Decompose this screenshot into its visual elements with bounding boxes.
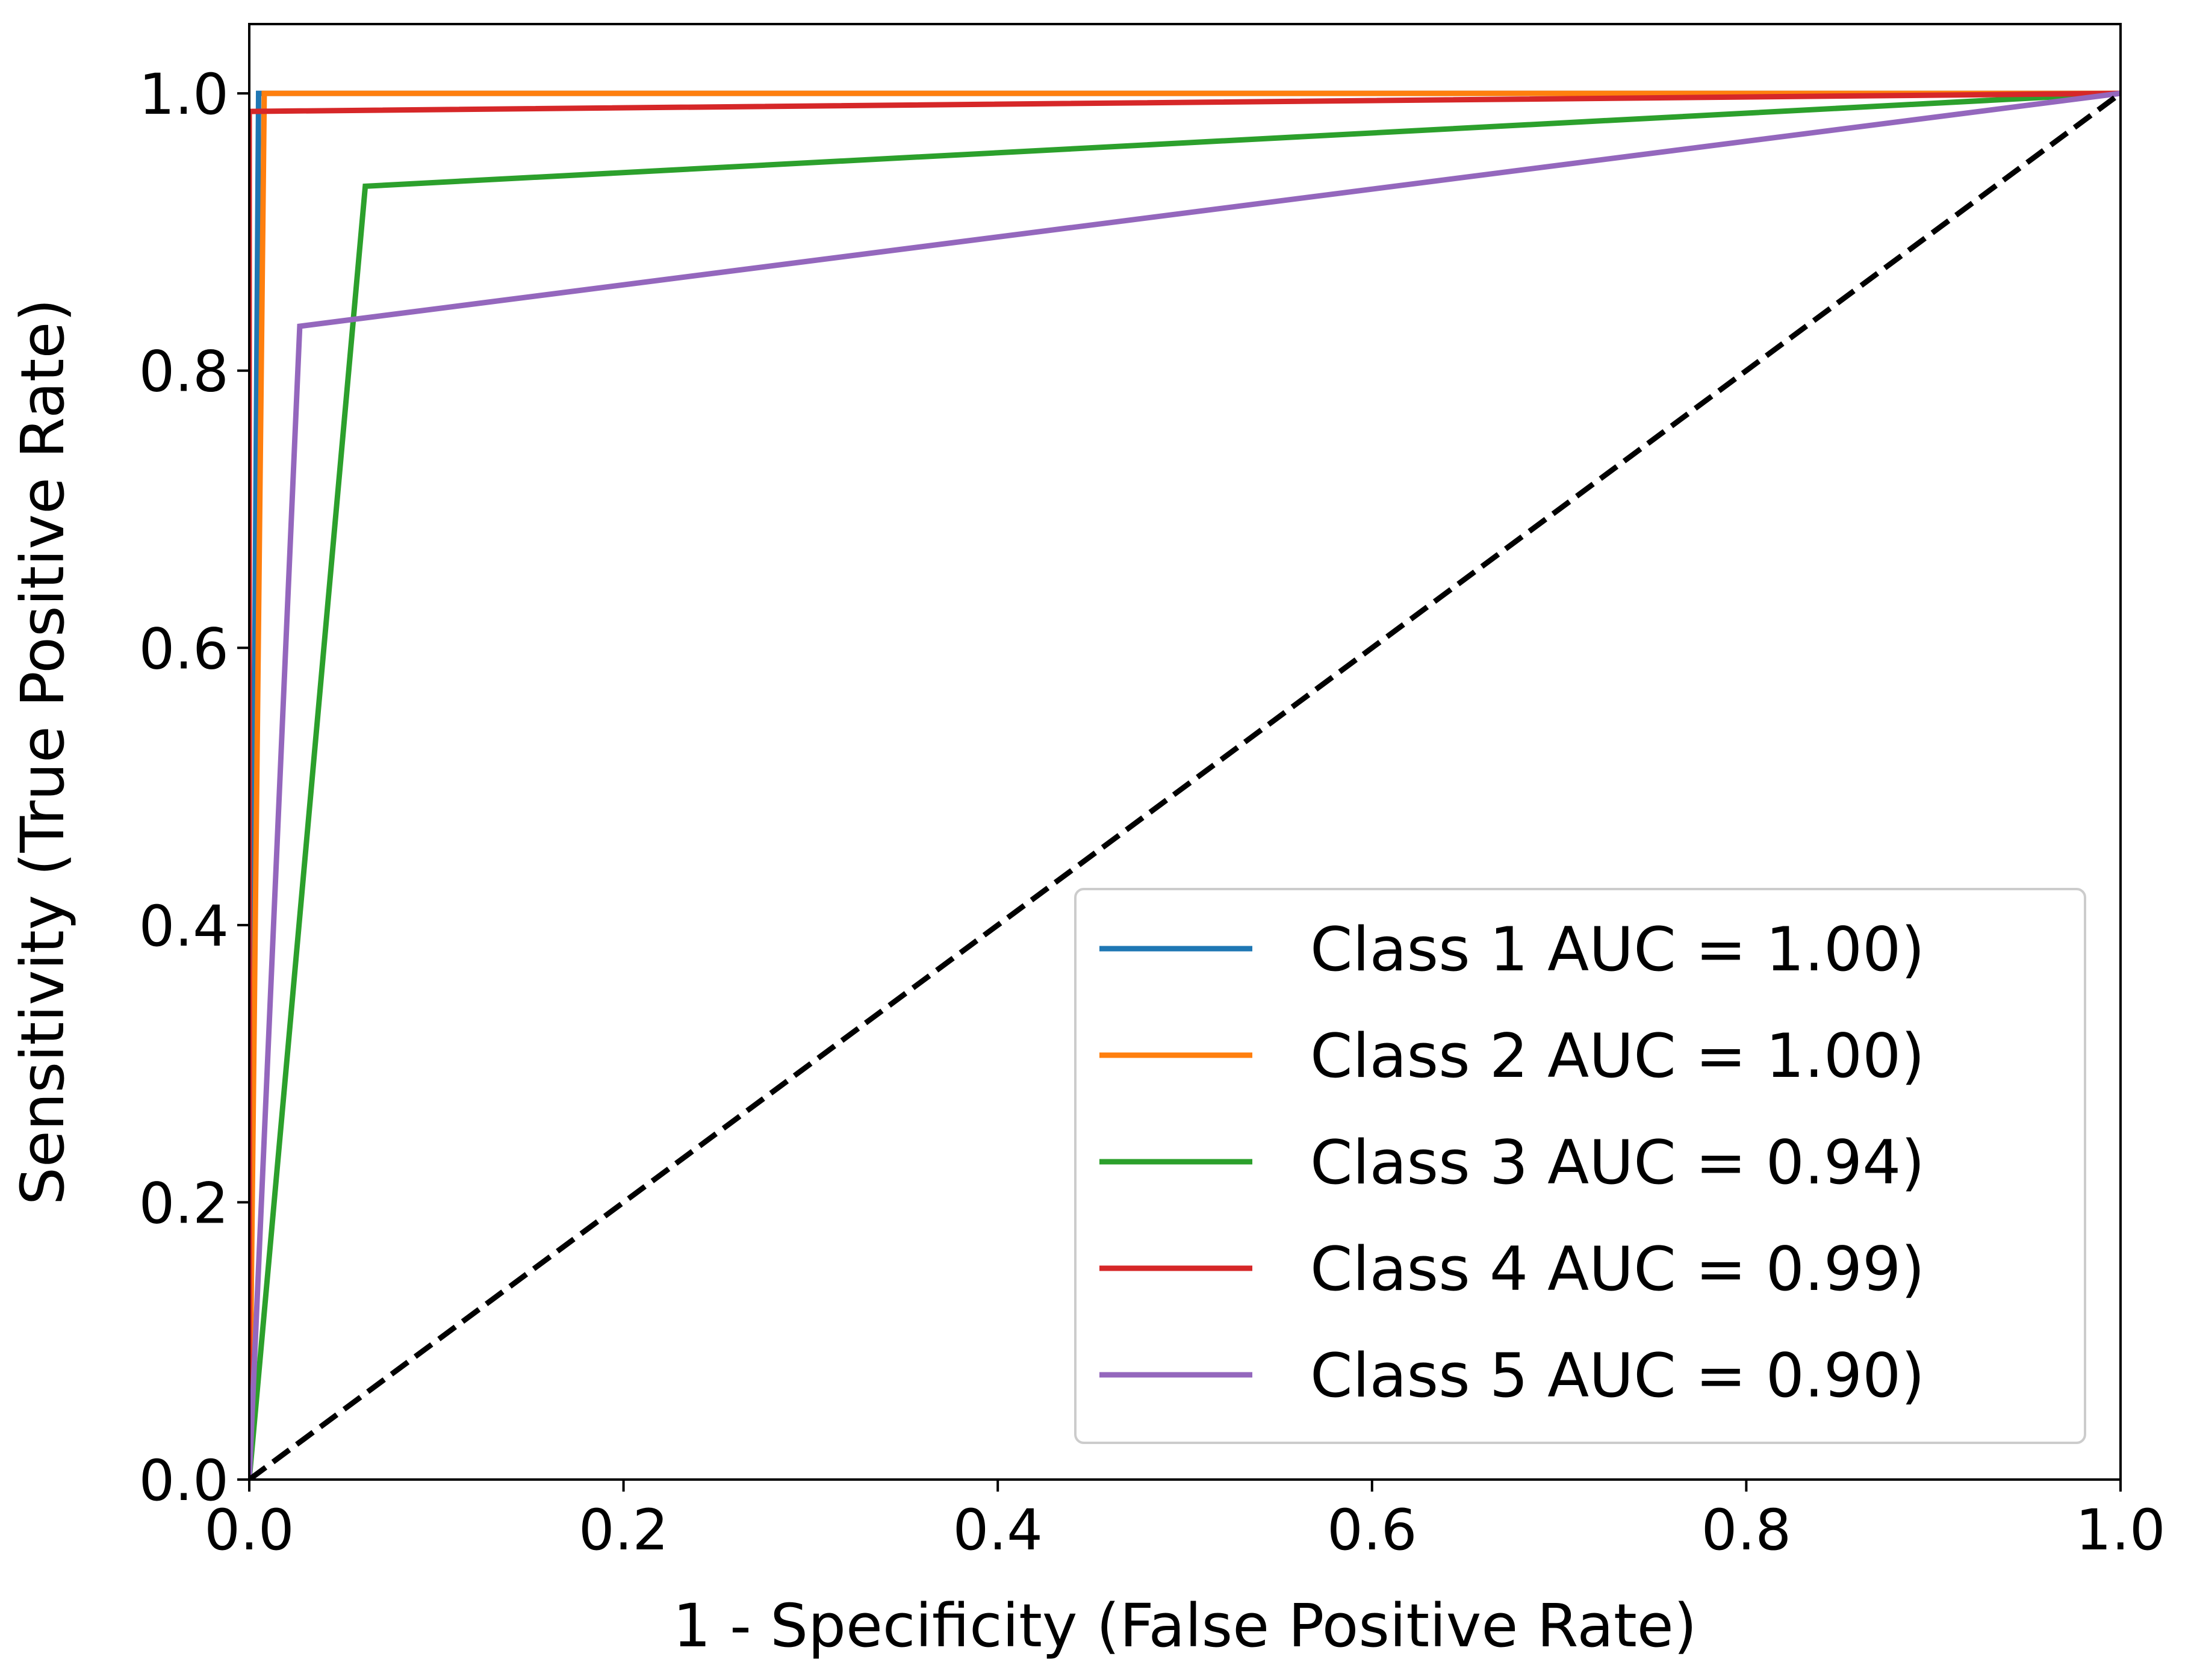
legend-entry-label: Class 4 AUC = 0.99) bbox=[1310, 1233, 1925, 1304]
series-line-class-5 bbox=[249, 90, 2121, 1480]
y-axis-label: Sensitivity (True Positive Rate) bbox=[8, 299, 78, 1205]
y-tick-label: 0.2 bbox=[139, 1171, 229, 1236]
y-tick-label: 0.6 bbox=[139, 616, 229, 682]
axes-frame bbox=[248, 23, 2122, 1481]
x-tick-label: 0.8 bbox=[1701, 1498, 1792, 1563]
x-tick-label: 0.0 bbox=[204, 1498, 294, 1563]
y-tick-label: 1.0 bbox=[139, 62, 229, 128]
plot-area bbox=[249, 90, 2121, 1480]
x-tick-label: 1.0 bbox=[2075, 1498, 2166, 1563]
reference-diagonal-line bbox=[249, 91, 2121, 1480]
legend-entry-label: Class 2 AUC = 1.00) bbox=[1310, 1020, 1925, 1091]
series-line-class-2 bbox=[249, 90, 2121, 1480]
y-tick-label: 0.8 bbox=[139, 339, 229, 405]
x-tick-label: 0.4 bbox=[952, 1498, 1043, 1563]
legend-entry-label: Class 1 AUC = 1.00) bbox=[1310, 914, 1925, 985]
x-axis-label: 1 - Specificity (False Positive Rate) bbox=[673, 1592, 1697, 1661]
legend-entry-label: Class 3 AUC = 0.94) bbox=[1310, 1127, 1925, 1198]
y-tick-label: 0.0 bbox=[139, 1448, 229, 1514]
x-tick-label: 0.6 bbox=[1327, 1498, 1417, 1563]
legend-entry-label: Class 5 AUC = 0.90) bbox=[1310, 1340, 1925, 1411]
series-line-class-3 bbox=[249, 90, 2121, 1480]
legend: Class 1 AUC = 1.00) Class 2 AUC = 1.00) Cl… bbox=[1074, 888, 2086, 1444]
series-line-class-4 bbox=[249, 90, 2121, 1480]
x-tick-label: 0.2 bbox=[579, 1498, 669, 1563]
axis-ticks: 0.0 0.2 0.4 0.6 0.8 1.0 0.0 0.2 0.4 0.6 0.8 1.0 bbox=[139, 62, 2166, 1563]
y-tick-label: 0.4 bbox=[139, 894, 229, 959]
legend-box bbox=[1074, 888, 2086, 1444]
